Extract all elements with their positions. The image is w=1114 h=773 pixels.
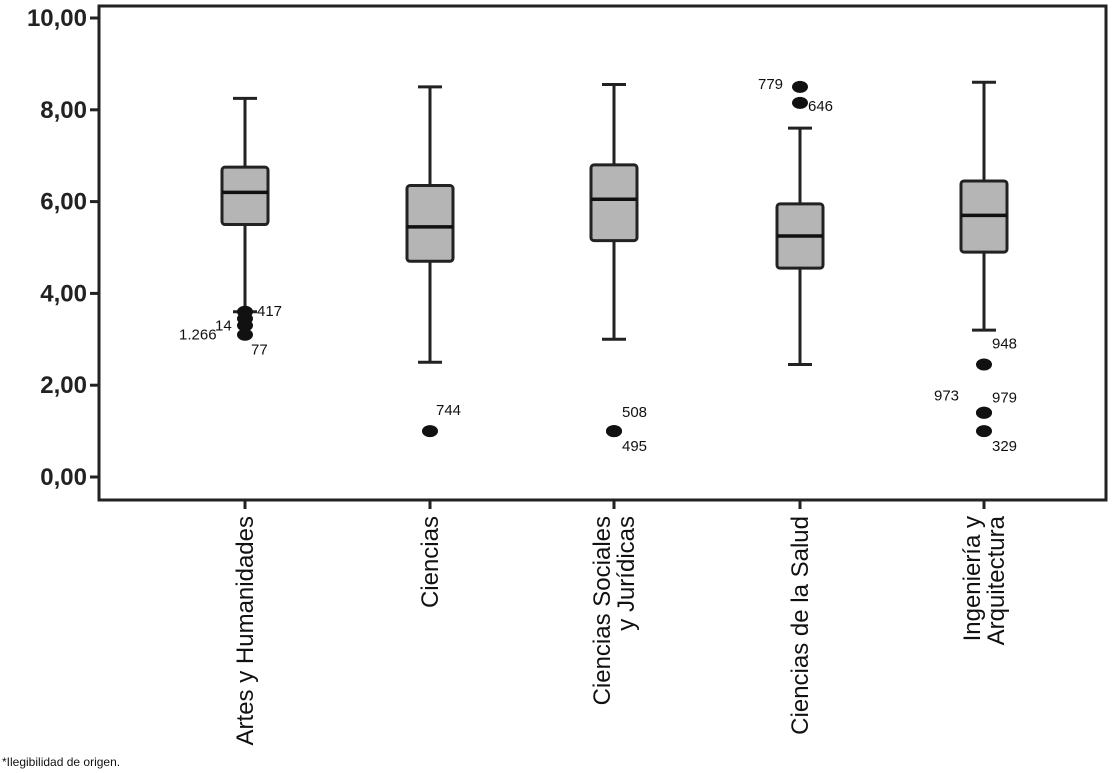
outlier-point [422, 425, 438, 438]
plot-border [97, 4, 1108, 502]
x-tick-label-text: Ciencias [417, 516, 444, 608]
box-iqr [220, 165, 270, 227]
x-tick-label-text: Ingeniería yArquitectura [959, 515, 1010, 645]
outlier-label: 948 [992, 336, 1017, 353]
outlier-label: 329 [992, 438, 1017, 455]
box-iqr [405, 184, 455, 263]
outlier-point [237, 328, 253, 341]
x-tick-label-line: y Jurídicas [613, 516, 640, 631]
x-tick-label-line: Ciencias [417, 516, 444, 608]
outlier-label: 744 [436, 402, 461, 419]
outlier-label: 646 [808, 98, 833, 115]
y-tick-label: 10,00 [27, 5, 87, 32]
outlier-point [792, 80, 808, 93]
box-group: 417 141.266 77 [179, 96, 282, 359]
y-tick-label: 0,00 [40, 464, 87, 491]
x-tick-label-line: Artes y Humanidades [232, 516, 259, 745]
outlier-label: 508 [622, 404, 647, 421]
x-tick-label: Artes y Humanidades [232, 516, 259, 745]
x-axis: Artes y Humanidades Ciencias Ciencias Soci… [232, 500, 1010, 745]
x-tick-label: Ciencias de la Salud [787, 516, 814, 735]
x-tick-label: Ingeniería yArquitectura [959, 515, 1010, 645]
plot-frame [97, 4, 1108, 502]
outlier-point [792, 96, 808, 109]
y-tick-label: 6,00 [40, 189, 87, 216]
outlier-point [606, 425, 622, 438]
x-tick-label-line: Ingeniería y [959, 516, 986, 641]
outlier-label: 979 [992, 390, 1017, 407]
outlier-point [976, 425, 992, 438]
y-axis: 0,00 2,00 4,00 6,00 8,00 10,00 [27, 5, 99, 491]
outlier-label: 973 [934, 388, 959, 405]
x-tick-label-line: Ciencias de la Salud [787, 516, 814, 735]
y-tick-label: 2,00 [40, 372, 87, 399]
boxes: 417 141.266 77 744 508 495 779 646 948 973 979 329 [179, 76, 1017, 455]
box-group: 779 646 [758, 76, 833, 367]
outlier-label: 779 [758, 76, 783, 93]
outlier-point [976, 406, 992, 419]
y-tick-label: 8,00 [40, 97, 87, 124]
outlier-label: 77 [251, 342, 268, 359]
x-tick-label: Ciencias [417, 516, 444, 608]
x-tick-label-text: Ciencias de la Salud [787, 516, 814, 735]
x-tick-label-text: Artes y Humanidades [232, 516, 259, 745]
outlier-point [237, 319, 253, 332]
x-tick-label-line: Arquitectura [983, 515, 1010, 645]
outlier-label: 1.266 [179, 327, 217, 344]
x-tick-label: Ciencias Socialesy Jurídicas [589, 516, 640, 705]
outlier-label: 14 [215, 318, 232, 335]
box-group: 508 495 [589, 83, 647, 455]
x-tick-label-text: Ciencias Socialesy Jurídicas [589, 516, 640, 705]
box-iqr [589, 163, 639, 243]
box-group: 948 973 979 329 [934, 80, 1017, 455]
footnote: *Ilegibilidad de origen. [2, 755, 121, 769]
outlier-label: 417 [257, 303, 282, 320]
outlier-label: 495 [622, 438, 647, 455]
y-tick-label: 4,00 [40, 280, 87, 307]
box-group: 744 [405, 85, 461, 438]
outlier-point [976, 358, 992, 371]
x-tick-label-line: Ciencias Sociales [589, 516, 616, 705]
